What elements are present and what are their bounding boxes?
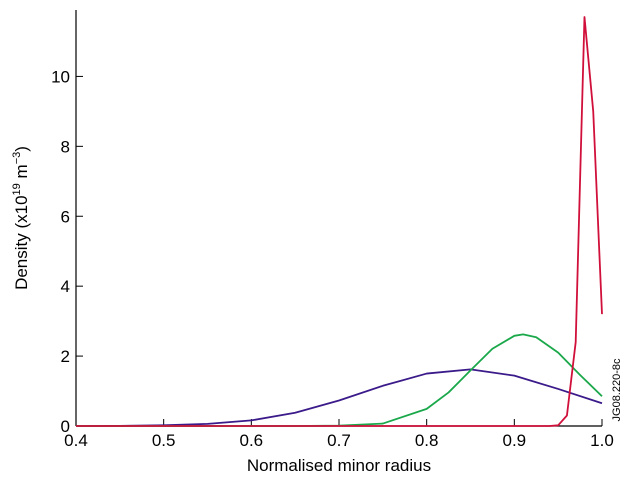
y-tick-label: 2 bbox=[61, 347, 70, 366]
annotation: JG08.220-8c bbox=[611, 358, 623, 421]
x-tick-label: 0.9 bbox=[503, 431, 527, 450]
x-tick-label: 0.4 bbox=[64, 431, 88, 450]
series-line bbox=[75, 368, 603, 427]
y-title-part: Density (x10 bbox=[12, 195, 31, 289]
y-tick-label: 4 bbox=[61, 277, 70, 296]
x-tick-label: 0.6 bbox=[240, 431, 264, 450]
y-axis-title: Density (x1019 m−3) bbox=[11, 146, 31, 290]
x-tick-label: 1.0 bbox=[590, 431, 614, 450]
x-tick-label: 0.5 bbox=[152, 431, 176, 450]
y-title-sup: 19 bbox=[11, 183, 23, 195]
y-tick-label: 8 bbox=[61, 137, 70, 156]
y-tick-label: 10 bbox=[51, 67, 70, 86]
y-tick-label: 0 bbox=[61, 417, 70, 436]
series-line bbox=[76, 16, 603, 427]
x-axis-title: Normalised minor radius bbox=[247, 456, 431, 475]
x-tick-label: 0.7 bbox=[327, 431, 351, 450]
y-title-sup: −3 bbox=[11, 152, 23, 165]
y-title-part: m bbox=[12, 164, 31, 183]
y-title-part: ) bbox=[12, 146, 31, 152]
series-line bbox=[76, 333, 603, 427]
x-tick-label: 0.8 bbox=[415, 431, 439, 450]
y-tick-label: 6 bbox=[61, 207, 70, 226]
